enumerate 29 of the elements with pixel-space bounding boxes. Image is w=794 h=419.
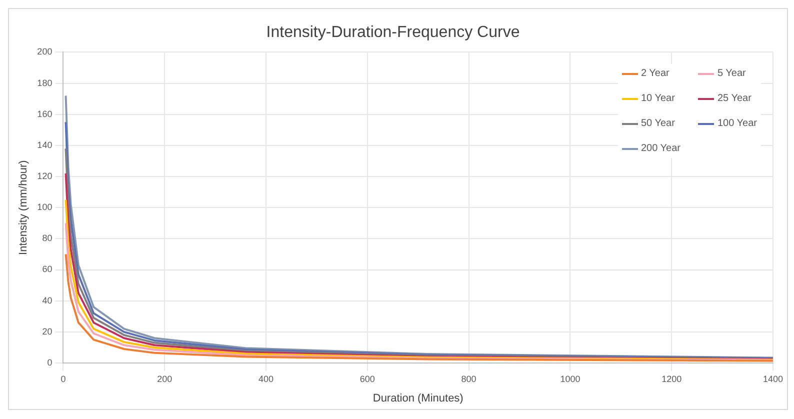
legend-label: 10 Year <box>640 93 675 104</box>
y-tick-label: 180 <box>37 78 52 88</box>
legend-label: 100 Year <box>717 118 757 130</box>
y-tick-label: 100 <box>37 202 52 212</box>
y-tick-label: 160 <box>37 108 52 119</box>
x-tick-label: 200 <box>157 374 172 384</box>
legend-label: 50 Year <box>640 118 675 130</box>
x-tick-label: 1400 <box>762 374 784 384</box>
y-tick-label: 20 <box>42 326 52 336</box>
y-tick-label: 60 <box>42 264 52 274</box>
legend-label: 25 Year <box>717 93 752 104</box>
chart-title: Intensity-Duration-Frequency Curve <box>266 24 520 42</box>
y-tick-label: 200 <box>37 46 52 57</box>
x-tick-label: 400 <box>258 374 274 384</box>
legend-label: 200 Year <box>640 143 680 154</box>
x-axis-title: Duration (Minutes) <box>372 392 464 404</box>
x-tick-label: 0 <box>60 374 66 384</box>
y-axis-title: Intensity (mm/hour) <box>18 160 30 255</box>
x-tick-label: 800 <box>461 374 476 384</box>
legend-label: 5 Year <box>717 68 746 80</box>
y-tick-label: 40 <box>42 295 52 306</box>
y-tick-label: 120 <box>37 171 52 182</box>
y-tick-label: 0 <box>47 357 52 368</box>
y-tick-label: 80 <box>42 233 52 244</box>
y-tick-label: 140 <box>37 140 52 150</box>
legend-label: 2 Year <box>640 68 670 80</box>
x-tick-label: 1200 <box>662 374 682 384</box>
x-tick-label: 1000 <box>560 374 580 384</box>
x-tick-label: 600 <box>360 374 375 384</box>
